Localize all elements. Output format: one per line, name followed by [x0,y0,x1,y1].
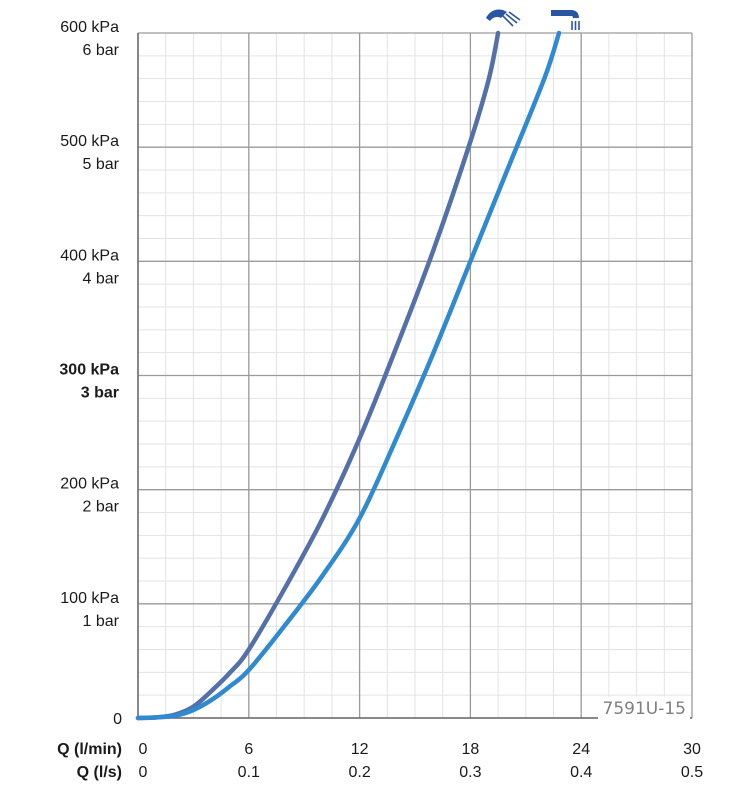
x-tick-label-ls: 0 [139,764,148,781]
diagram-code-label: 7591U-15 [603,699,686,719]
x-tick-label-lmin: 12 [351,741,369,758]
y-tick-label-bar: 5 bar [83,156,120,173]
x-tick-label-lmin: 24 [572,741,590,758]
x-axis-label-lmin: Q (l/min) [57,741,122,758]
x-tick-label-ls: 0.1 [238,764,260,781]
x-tick-labels: 0 0 6 0.1 12 0.2 18 0.3 24 0.4 30 0.5 [139,741,704,781]
major-grid [137,32,693,719]
y-tick-label-kpa: 500 kPa [60,133,119,150]
x-tick-label-lmin: 6 [244,741,253,758]
series-layer [135,30,562,721]
code-label-bg [598,697,690,719]
x-tick-label-lmin: 30 [683,741,701,758]
x-axis-label-ls: Q (l/s) [77,764,122,781]
y-tick-label-bar: 2 bar [83,499,120,516]
bath-spout-icon [551,10,580,30]
y-tick-label-bar: 1 bar [83,613,120,630]
y-tick-label-kpa: 200 kPa [60,476,119,493]
x-tick-label-lmin: 0 [139,741,148,758]
shower-head-icon [486,9,521,27]
x-tick-label-lmin: 18 [462,741,480,758]
y-tick-label-kpa: 300 kPa [59,362,119,379]
y-tick-label-bar: 4 bar [83,270,120,287]
x-tick-label-ls: 0.2 [348,764,370,781]
y-tick-label-bar: 3 bar [81,385,119,402]
y-tick-label-kpa: 100 kPa [60,590,119,607]
y-tick-label-kpa: 400 kPa [60,247,119,264]
x-tick-label-ls: 0.4 [570,764,592,781]
y-tick-label-kpa: 600 kPa [60,19,119,36]
y-tick-labels: 0 100 kPa 1 bar 200 kPa 2 bar 300 kPa 3 bar 400… [59,19,122,728]
x-tick-label-ls: 0.3 [459,764,481,781]
y-tick-label-kpa: 0 [113,711,122,728]
y-tick-label-bar: 6 bar [83,42,120,59]
series-line-bath-spout [135,30,562,721]
x-tick-label-ls: 0.5 [681,764,703,781]
